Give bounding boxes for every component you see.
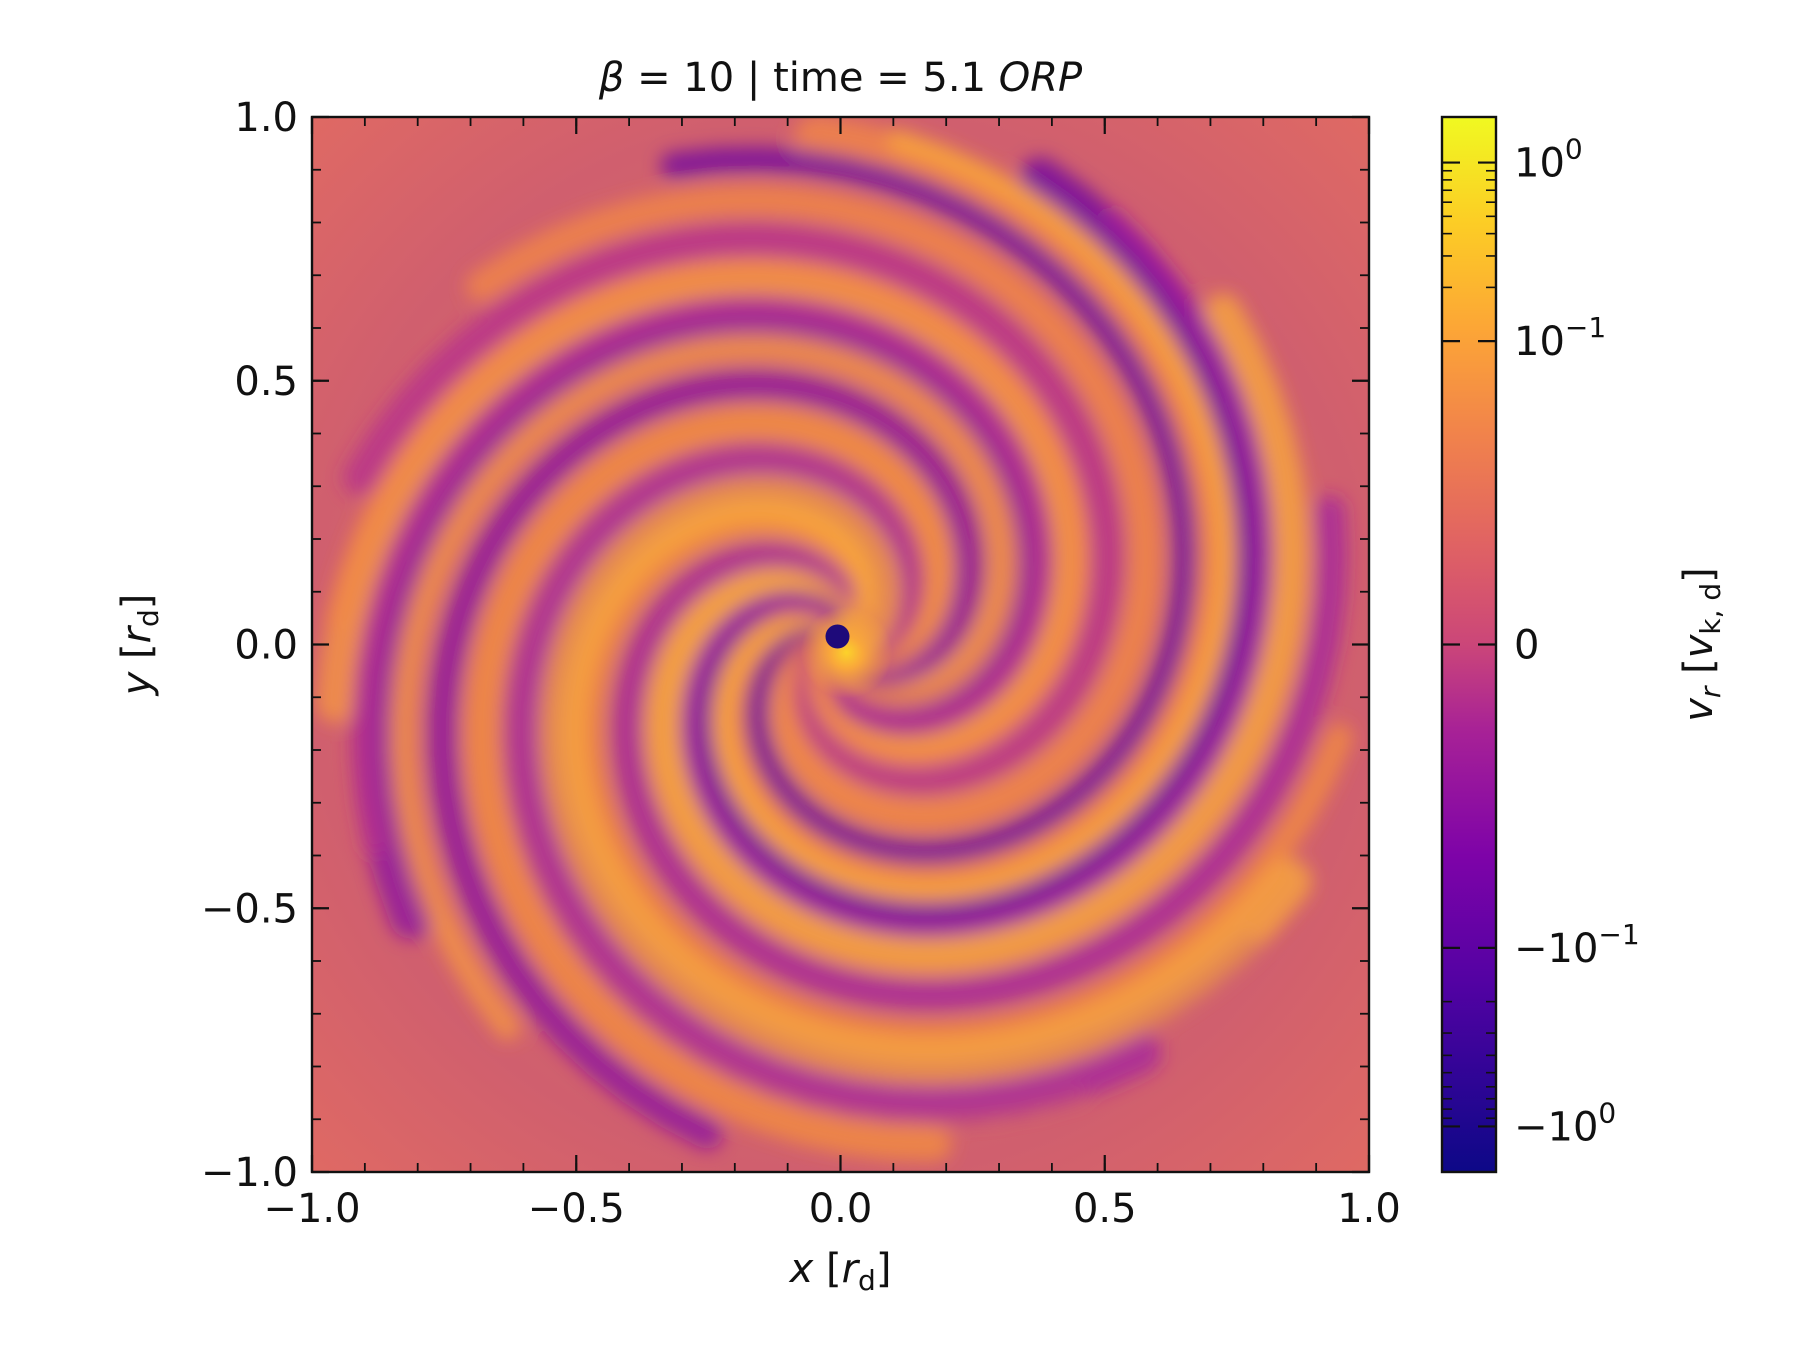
- x-tick-label: 0.5: [1073, 1186, 1137, 1232]
- y-label-unit-sub: d: [132, 609, 165, 627]
- swirl-band-11: [343, 222, 1125, 797]
- y-label-unit: r: [114, 624, 160, 643]
- y-axis-label: y [rd]: [114, 594, 165, 697]
- y-tick-label: −0.5: [201, 886, 298, 932]
- title-beta: β: [598, 55, 625, 101]
- swirl-band-19: [501, 441, 1162, 1124]
- cbar-tick-label: −10−1: [1514, 918, 1640, 972]
- cbar-label-var: v: [1676, 697, 1722, 722]
- swirl-band-5: [680, 157, 1272, 937]
- x-tick-label: 0.0: [809, 1186, 873, 1232]
- y-tick-label: 1.0: [234, 95, 298, 141]
- colorbar-label: vr [vk, d]: [1676, 567, 1727, 722]
- x-label-unit: r: [842, 1246, 861, 1292]
- x-axis-label: x [rd]: [788, 1246, 892, 1297]
- cbar-label-unit: v: [1676, 633, 1722, 658]
- cbar-label-var-sub: r: [1694, 685, 1727, 698]
- y-tick-label: −1.0: [201, 1150, 298, 1196]
- swirl-band-3: [611, 495, 1348, 1011]
- title-text: = 10 | time = 5.1: [624, 55, 998, 101]
- x-label-unit-sub: d: [858, 1264, 876, 1297]
- cbar-tick-label: −100: [1514, 1096, 1616, 1150]
- swirl-band-7: [680, 207, 1274, 939]
- y-label-var: y: [114, 670, 160, 696]
- vortex-core-glow: [800, 606, 893, 699]
- x-tick-label: −0.5: [528, 1186, 625, 1232]
- x-axis-ticks: −1.0 −0.5 0.0 0.5 1.0: [263, 117, 1401, 1232]
- y-tick-label: 0.0: [234, 623, 298, 669]
- cbar-tick-label: 0: [1514, 623, 1539, 669]
- swirl-band-13: [353, 297, 1053, 940]
- vortex-core-dark: [825, 624, 850, 649]
- swirl-band-12: [316, 259, 1088, 765]
- title-unit: ORP: [999, 55, 1083, 101]
- swirl-band-17: [427, 369, 985, 1150]
- swirl-band-18: [464, 405, 954, 1162]
- x-label-var: x: [788, 1246, 814, 1292]
- cbar-tick-label: 100: [1514, 133, 1583, 187]
- x-tick-label: 1.0: [1337, 1186, 1401, 1232]
- swirl-pattern: [316, 117, 1353, 1162]
- heatmap-image: [312, 117, 1369, 1172]
- swirl-band-9: [660, 146, 1199, 866]
- cbar-tick-label: 10−1: [1514, 311, 1606, 365]
- y-axis-ticks: −1.0 −0.5 0.0 0.5 1.0: [201, 95, 1369, 1196]
- swirl-band-14: [325, 257, 1090, 765]
- x-tick-label: −1.0: [263, 1186, 360, 1232]
- colorbar-ticks: 100 10−1 0 −10−1 −100: [1442, 133, 1640, 1150]
- cbar-label-unit-sub: k, d: [1694, 583, 1727, 635]
- chart-title: β = 10 | time = 5.1 ORP: [598, 55, 1083, 101]
- y-tick-label: 0.5: [234, 359, 298, 405]
- swirl-band-8: [713, 129, 1236, 902]
- swirl-band-10: [466, 184, 1162, 831]
- swirl-band-15: [351, 295, 1054, 855]
- swirl-band-6: [712, 117, 1235, 901]
- swirl-band-20: [538, 475, 1312, 1086]
- swirl-band-16: [389, 332, 1019, 1041]
- swirl-band-4: [646, 293, 1310, 974]
